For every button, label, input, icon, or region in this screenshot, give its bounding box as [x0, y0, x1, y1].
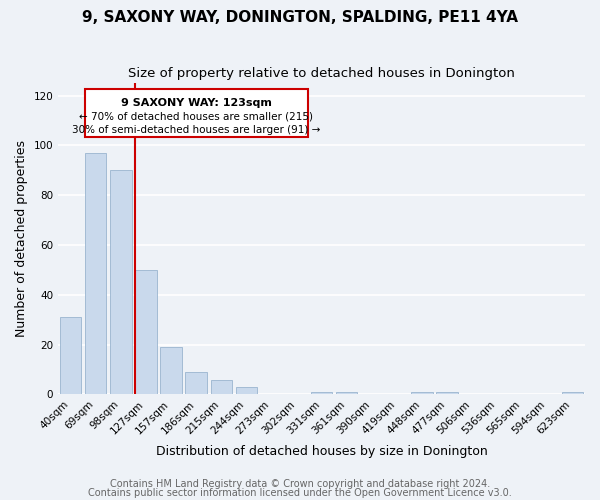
Text: 9 SAXONY WAY: 123sqm: 9 SAXONY WAY: 123sqm	[121, 98, 272, 108]
Text: Contains HM Land Registry data © Crown copyright and database right 2024.: Contains HM Land Registry data © Crown c…	[110, 479, 490, 489]
Bar	[85, 153, 106, 394]
Bar	[136, 270, 157, 394]
Bar	[160, 347, 182, 395]
Title: Size of property relative to detached houses in Donington: Size of property relative to detached ho…	[128, 68, 515, 80]
Bar	[185, 372, 207, 394]
Bar	[110, 170, 131, 394]
Bar	[236, 387, 257, 394]
Y-axis label: Number of detached properties: Number of detached properties	[15, 140, 28, 338]
Text: ← 70% of detached houses are smaller (215): ← 70% of detached houses are smaller (21…	[79, 112, 313, 122]
Bar	[411, 392, 433, 394]
Text: 9, SAXONY WAY, DONINGTON, SPALDING, PE11 4YA: 9, SAXONY WAY, DONINGTON, SPALDING, PE11…	[82, 10, 518, 25]
Bar	[336, 392, 358, 394]
Bar	[60, 317, 82, 394]
Bar	[311, 392, 332, 394]
Text: 30% of semi-detached houses are larger (91) →: 30% of semi-detached houses are larger (…	[72, 126, 320, 136]
Bar	[211, 380, 232, 394]
Bar	[562, 392, 583, 394]
X-axis label: Distribution of detached houses by size in Donington: Distribution of detached houses by size …	[156, 444, 487, 458]
Text: Contains public sector information licensed under the Open Government Licence v3: Contains public sector information licen…	[88, 488, 512, 498]
Bar	[436, 392, 458, 394]
FancyBboxPatch shape	[85, 90, 308, 136]
